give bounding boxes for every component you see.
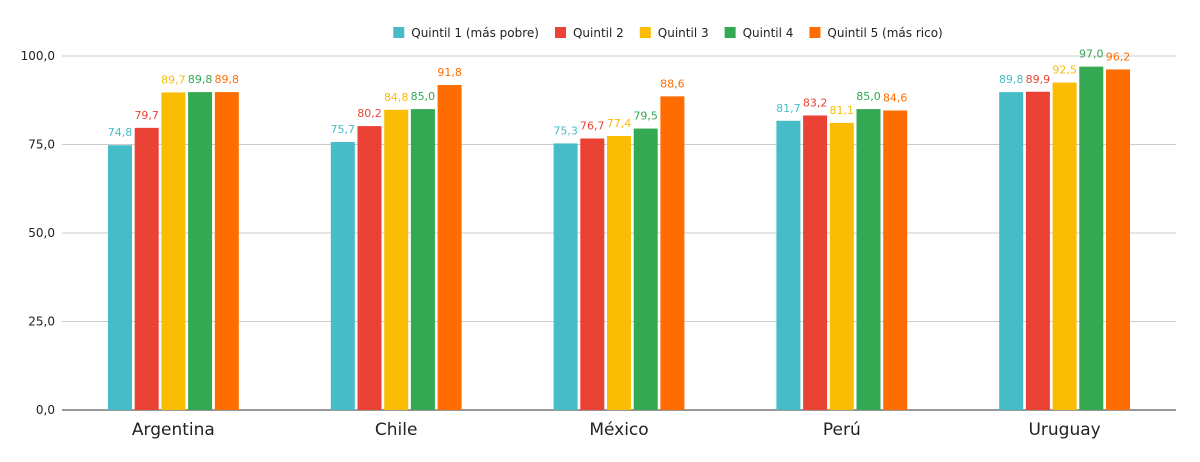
data-label: 88,6 — [660, 77, 685, 90]
y-axis-ticks: 0,0 25,0 50,0 75,0 100,0 — [21, 49, 55, 417]
bar — [883, 110, 908, 411]
bar — [214, 92, 239, 410]
legend-swatch — [393, 27, 405, 38]
x-tick-label: Perú — [823, 420, 861, 440]
data-label: 89,8 — [999, 73, 1024, 86]
legend-swatch — [809, 27, 821, 38]
y-tick-label: 100,0 — [21, 49, 55, 63]
data-label: 77,4 — [607, 117, 632, 130]
data-label: 80,2 — [357, 107, 382, 120]
bar — [633, 128, 658, 410]
legend-swatch — [554, 27, 566, 38]
bar — [330, 142, 355, 410]
data-label: 85,0 — [411, 90, 436, 103]
bar — [829, 122, 854, 410]
y-tick-label: 75,0 — [28, 138, 55, 152]
legend-label: Quintil 3 — [658, 26, 709, 40]
bar — [999, 92, 1024, 410]
data-label: 79,5 — [633, 110, 658, 123]
data-label: 74,8 — [108, 126, 133, 139]
bar — [580, 138, 605, 410]
legend-swatch — [639, 27, 651, 38]
y-tick-label: 25,0 — [28, 315, 55, 329]
bar — [1025, 91, 1050, 410]
data-label: 92,5 — [1052, 64, 1077, 77]
bar — [553, 143, 578, 411]
bar — [410, 109, 435, 410]
bar — [803, 115, 828, 411]
data-label: 84,6 — [883, 92, 908, 105]
bar — [1079, 66, 1104, 411]
x-axis-labels: Argentina Chile México Perú Uruguay — [132, 420, 1101, 440]
bars — [108, 66, 1130, 411]
data-label: 81,7 — [776, 102, 801, 115]
data-label: 83,2 — [803, 96, 828, 109]
data-label: 84,8 — [384, 91, 409, 104]
bar — [357, 126, 382, 410]
data-label: 75,7 — [331, 123, 356, 136]
bar — [1052, 82, 1077, 411]
data-label: 96,2 — [1106, 50, 1131, 63]
data-label: 76,7 — [580, 119, 605, 132]
bar — [161, 92, 186, 410]
x-tick-label: Uruguay — [1028, 420, 1100, 440]
data-label: 89,7 — [161, 73, 186, 86]
bar — [134, 127, 159, 410]
bar — [660, 96, 685, 410]
bar — [856, 109, 881, 410]
bar — [607, 136, 631, 410]
bar — [108, 145, 132, 410]
bar — [188, 92, 213, 410]
legend: Quintil 1 (más pobre) Quintil 2 Quintil 3 Q… — [393, 26, 943, 40]
bar — [776, 120, 801, 411]
y-tick-label: 0,0 — [36, 403, 55, 417]
data-label: 89,8 — [215, 73, 240, 86]
legend-label: Quintil 2 — [573, 26, 624, 40]
data-labels: 74,879,789,7 89,8 89,875,780,284,8 85,091,8… — [108, 48, 1131, 140]
data-label: 97,0 — [1079, 48, 1104, 61]
legend-swatch — [724, 27, 736, 38]
x-tick-label: Argentina — [132, 420, 215, 440]
legend-label: Quintil 4 — [743, 26, 794, 40]
data-label: 79,7 — [134, 109, 159, 122]
data-label: 85,0 — [856, 90, 881, 103]
bar — [437, 85, 462, 410]
data-label: 75,3 — [553, 124, 578, 137]
legend-label: Quintil 1 (más pobre) — [411, 26, 539, 40]
data-label: 89,8 — [188, 73, 213, 86]
data-label: 91,8 — [437, 66, 462, 79]
bar — [1106, 69, 1130, 411]
legend-label: Quintil 5 (más rico) — [827, 26, 942, 40]
x-tick-label: Chile — [375, 420, 418, 440]
x-tick-label: México — [589, 420, 648, 440]
bar — [384, 109, 409, 411]
data-label: 81,1 — [830, 104, 855, 117]
y-tick-label: 50,0 — [28, 226, 55, 240]
data-label: 89,9 — [1026, 73, 1051, 86]
